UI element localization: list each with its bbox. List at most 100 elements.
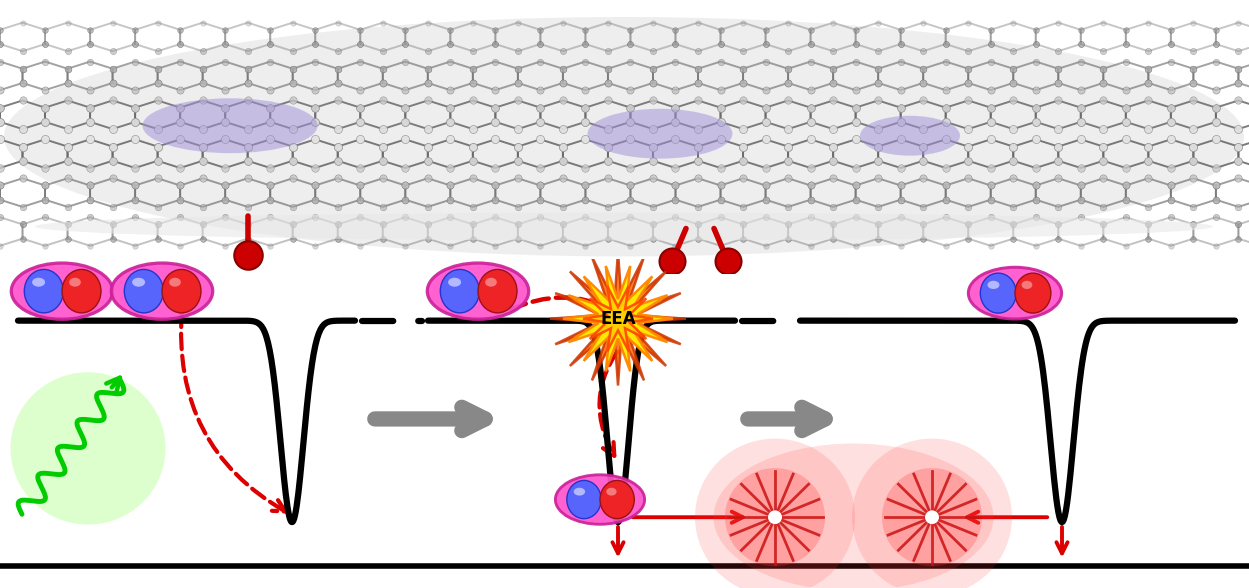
Ellipse shape xyxy=(4,17,1244,256)
Point xyxy=(1003,220,1023,229)
Point xyxy=(531,195,551,205)
Point xyxy=(621,85,641,95)
Point xyxy=(1229,142,1249,151)
Point xyxy=(553,173,573,183)
Point xyxy=(102,78,122,88)
Point xyxy=(688,142,708,151)
Point xyxy=(1115,103,1135,112)
Point xyxy=(441,117,461,126)
Point xyxy=(170,103,190,112)
Point xyxy=(80,241,100,250)
Point xyxy=(441,57,461,66)
Point xyxy=(598,142,618,151)
Point xyxy=(350,181,370,190)
Point xyxy=(192,64,212,74)
Point xyxy=(125,163,145,173)
Point xyxy=(237,64,257,74)
Point xyxy=(801,181,821,190)
Point xyxy=(170,25,190,35)
Point xyxy=(778,46,798,56)
Point xyxy=(102,220,122,229)
Point xyxy=(12,220,32,229)
Point xyxy=(1070,85,1090,95)
Point xyxy=(125,25,145,35)
Point xyxy=(1205,103,1225,112)
Ellipse shape xyxy=(162,269,201,313)
Point xyxy=(823,173,843,183)
Point xyxy=(598,173,618,183)
Point xyxy=(237,78,257,88)
Point xyxy=(666,103,686,112)
Point xyxy=(215,117,235,126)
Point xyxy=(778,124,798,133)
Point xyxy=(958,142,978,151)
Point xyxy=(508,156,528,165)
Point xyxy=(823,220,843,229)
Point xyxy=(1003,173,1023,183)
Point xyxy=(846,103,866,112)
Point xyxy=(35,25,55,35)
Point xyxy=(1093,18,1113,28)
Point xyxy=(1138,156,1158,165)
Ellipse shape xyxy=(861,116,960,156)
Point xyxy=(1183,234,1203,243)
Point xyxy=(192,96,212,105)
Point xyxy=(215,241,235,250)
Point xyxy=(1048,96,1068,105)
Point xyxy=(192,173,212,183)
Point xyxy=(756,212,776,222)
Point xyxy=(1205,25,1225,35)
Point xyxy=(508,96,528,105)
Point xyxy=(936,135,955,144)
Point xyxy=(1183,78,1203,88)
Point xyxy=(980,25,1000,35)
Point xyxy=(282,18,302,28)
Point xyxy=(913,142,933,151)
Point xyxy=(666,117,686,126)
Point xyxy=(868,142,888,151)
Point xyxy=(1205,117,1225,126)
Point xyxy=(891,103,911,112)
Point xyxy=(936,57,955,66)
Point xyxy=(305,39,325,49)
Point xyxy=(486,181,506,190)
Point xyxy=(395,241,415,250)
Point xyxy=(823,234,843,243)
Point xyxy=(1025,181,1045,190)
Point xyxy=(215,25,235,35)
Point xyxy=(1160,85,1180,95)
Point xyxy=(0,181,10,190)
Point xyxy=(1183,202,1203,212)
Point xyxy=(35,181,55,190)
Point xyxy=(980,39,1000,49)
Point xyxy=(282,124,302,133)
Point xyxy=(327,78,347,88)
Point xyxy=(57,78,77,88)
Point xyxy=(1229,78,1249,88)
Point xyxy=(192,46,212,56)
Point xyxy=(621,241,641,250)
Point xyxy=(327,46,347,56)
Point xyxy=(688,64,708,74)
Point xyxy=(12,202,32,212)
Point xyxy=(1093,156,1113,165)
Point xyxy=(170,39,190,49)
Point xyxy=(305,103,325,112)
Point xyxy=(846,25,866,35)
Point xyxy=(0,135,10,144)
Point xyxy=(441,103,461,112)
Point xyxy=(282,96,302,105)
Point xyxy=(1229,18,1249,28)
Point xyxy=(1205,39,1225,49)
Point xyxy=(170,117,190,126)
Point xyxy=(57,156,77,165)
Point xyxy=(170,181,190,190)
Point xyxy=(1115,39,1135,49)
Point xyxy=(801,57,821,66)
Point xyxy=(1138,173,1158,183)
Point xyxy=(936,85,955,95)
Point xyxy=(980,103,1000,112)
Point xyxy=(1025,212,1045,222)
Ellipse shape xyxy=(713,443,993,588)
Point xyxy=(756,117,776,126)
